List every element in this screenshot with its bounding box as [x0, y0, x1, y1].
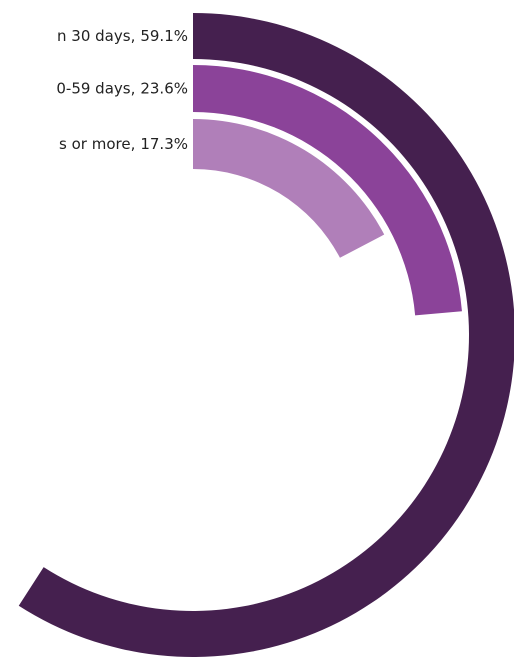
bar-label: s or more, 17.3% [59, 135, 188, 153]
radial-bar [193, 119, 385, 258]
bar-label: 0-59 days, 23.6% [56, 79, 188, 97]
category-label: s or more, [59, 135, 135, 153]
value-label: 23.6% [140, 79, 188, 97]
radial-bar [193, 65, 462, 316]
category-label: 0-59 days, [56, 79, 135, 97]
bar-label: n 30 days, 59.1% [57, 27, 188, 45]
category-label: n 30 days, [57, 27, 135, 45]
radial-bar [18, 13, 514, 657]
value-label: 17.3% [140, 135, 188, 153]
value-label: 59.1% [140, 27, 188, 45]
